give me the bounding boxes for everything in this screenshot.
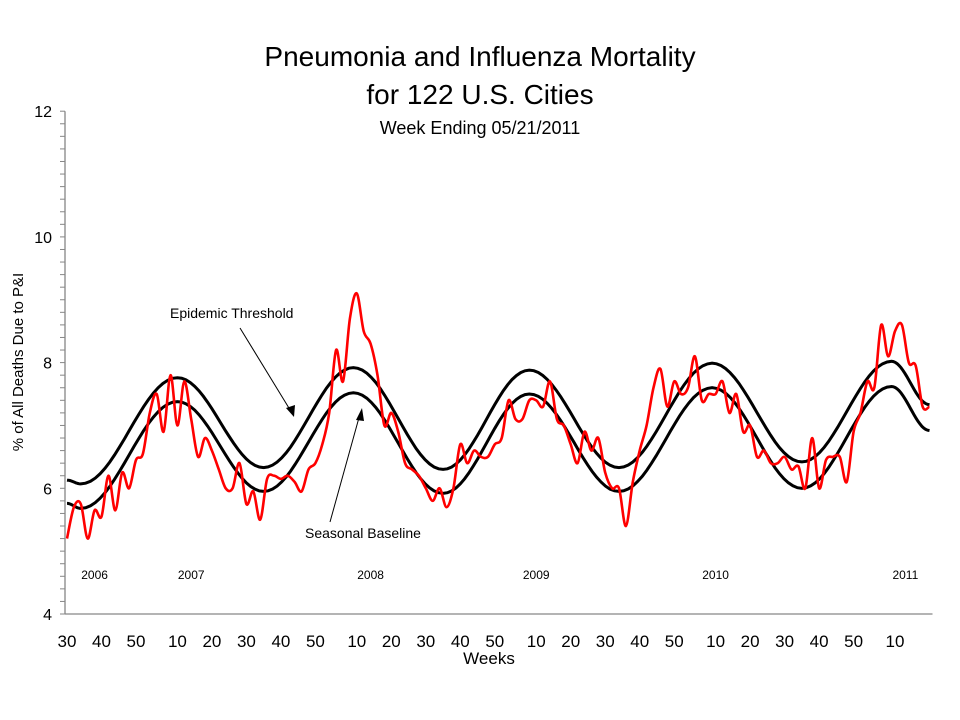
year-label: 2011	[892, 568, 918, 582]
x-tick-label: 30	[775, 632, 794, 651]
year-label: 2010	[702, 568, 729, 582]
x-tick-label: 10	[347, 632, 366, 651]
chart-subtitle: Week Ending 05/21/2011	[380, 118, 581, 138]
y-tick-label: 6	[43, 481, 52, 498]
chart-title-line2: for 122 U.S. Cities	[366, 79, 593, 110]
x-tick-label: 30	[58, 632, 77, 651]
x-tick-label: 40	[451, 632, 470, 651]
x-tick-label: 50	[127, 632, 146, 651]
x-tick-label: 10	[527, 632, 546, 651]
x-tick-label: 20	[561, 632, 580, 651]
x-tick-label: 20	[741, 632, 760, 651]
x-tick-label: 30	[237, 632, 256, 651]
arrowhead-icon	[286, 405, 295, 417]
x-tick-label: 30	[596, 632, 615, 651]
x-tick-label: 40	[271, 632, 290, 651]
plot-area	[65, 292, 931, 540]
x-tick-label: 10	[886, 632, 905, 651]
y-tick-label: 4	[43, 607, 52, 624]
year-label: 2009	[523, 568, 550, 582]
year-label: 2007	[178, 568, 205, 582]
x-tick-label: 50	[485, 632, 504, 651]
x-tick-label: 50	[844, 632, 863, 651]
x-tick-label: 50	[306, 632, 325, 651]
x-tick-label: 40	[810, 632, 829, 651]
x-tick-label: 10	[706, 632, 725, 651]
x-tick-label: 30	[416, 632, 435, 651]
y-axis-label: % of All Deaths Due to P&I	[10, 273, 27, 451]
annotation-arrow-baseline	[329, 413, 361, 523]
annotation-seasonal-baseline: Seasonal Baseline	[305, 525, 421, 541]
y-tick-label: 12	[34, 104, 52, 121]
x-tick-label: 20	[382, 632, 401, 651]
x-tick-label: 10	[168, 632, 187, 651]
chart-title: Pneumonia and Influenza Mortality	[264, 41, 695, 72]
y-tick-label: 8	[43, 356, 52, 373]
arrowhead-icon	[356, 408, 364, 421]
x-tick-label: 40	[92, 632, 111, 651]
year-label: 2006	[81, 568, 108, 582]
axes: 4 6 8 10 12 30 40 50 10 20 30 40 50 10 20 30 40 50 10 20 30 4…	[34, 104, 933, 651]
y-tick-label: 10	[34, 230, 52, 247]
year-label: 2008	[357, 568, 384, 582]
annotation-epidemic-threshold: Epidemic Threshold	[170, 305, 293, 321]
x-tick-label: 50	[665, 632, 684, 651]
annotations: Epidemic Threshold Seasonal Baseline	[170, 305, 421, 541]
observed-pi-line	[65, 292, 931, 540]
x-axis-label: Weeks	[463, 649, 515, 668]
baseline-line	[67, 384, 930, 510]
x-tick-label: 20	[202, 632, 221, 651]
x-tick-label: 40	[630, 632, 649, 651]
annotation-arrow-threshold	[239, 327, 293, 414]
